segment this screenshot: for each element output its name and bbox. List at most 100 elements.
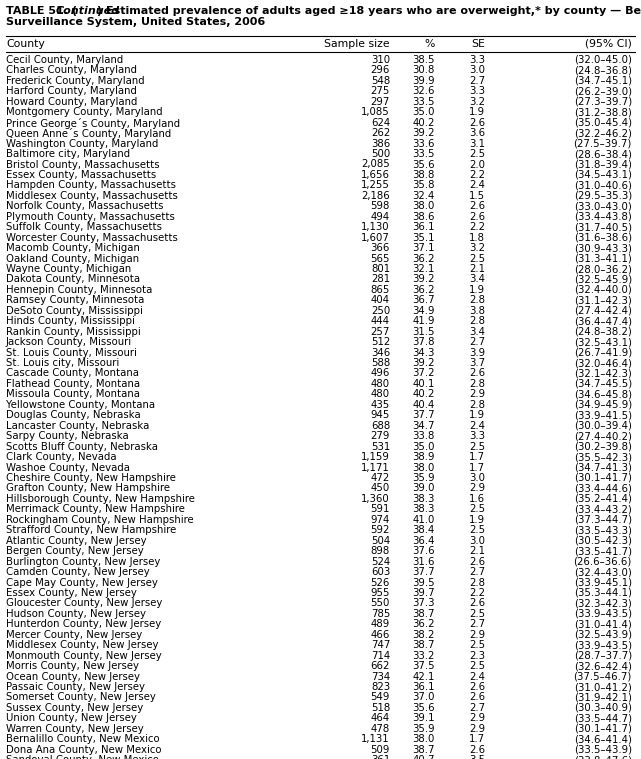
Text: (33.4–43.8): (33.4–43.8) xyxy=(574,212,632,222)
Text: (95% CI): (95% CI) xyxy=(585,39,632,49)
Text: 36.2: 36.2 xyxy=(413,285,435,295)
Text: 496: 496 xyxy=(370,369,390,379)
Text: (30.1–41.7): (30.1–41.7) xyxy=(574,473,632,483)
Text: Montgomery County, Maryland: Montgomery County, Maryland xyxy=(6,107,163,117)
Text: 38.7: 38.7 xyxy=(413,745,435,754)
Text: 37.8: 37.8 xyxy=(413,337,435,347)
Text: 2.7: 2.7 xyxy=(469,619,485,629)
Text: Atlantic County, New Jersey: Atlantic County, New Jersey xyxy=(6,536,147,546)
Text: 3.2: 3.2 xyxy=(469,243,485,253)
Text: Clark County, Nevada: Clark County, Nevada xyxy=(6,452,117,462)
Text: 1,171: 1,171 xyxy=(362,462,390,473)
Text: (34.5–43.1): (34.5–43.1) xyxy=(574,170,632,180)
Text: (32.0–45.0): (32.0–45.0) xyxy=(574,55,632,65)
Text: 36.2: 36.2 xyxy=(413,619,435,629)
Text: 2.9: 2.9 xyxy=(469,713,485,723)
Text: 2.1: 2.1 xyxy=(469,264,485,274)
Text: Hinds County, Mississippi: Hinds County, Mississippi xyxy=(6,317,135,326)
Text: 2.5: 2.5 xyxy=(469,442,485,452)
Text: 464: 464 xyxy=(370,713,390,723)
Text: Gloucester County, New Jersey: Gloucester County, New Jersey xyxy=(6,598,162,609)
Text: Union County, New Jersey: Union County, New Jersey xyxy=(6,713,137,723)
Text: (24.8–36.8): (24.8–36.8) xyxy=(574,65,632,75)
Text: 2.6: 2.6 xyxy=(469,598,485,609)
Text: (33.9–41.5): (33.9–41.5) xyxy=(574,411,632,420)
Text: TABLE 51. (: TABLE 51. ( xyxy=(6,6,77,16)
Text: 2.5: 2.5 xyxy=(469,525,485,535)
Text: 366: 366 xyxy=(370,243,390,253)
Text: 2.8: 2.8 xyxy=(469,400,485,410)
Text: 747: 747 xyxy=(370,640,390,650)
Text: 2.9: 2.9 xyxy=(469,483,485,493)
Text: (31.8–39.4): (31.8–39.4) xyxy=(574,159,632,169)
Text: 38.4: 38.4 xyxy=(413,525,435,535)
Text: 1.7: 1.7 xyxy=(469,452,485,462)
Text: 974: 974 xyxy=(370,515,390,524)
Text: Douglas County, Nebraska: Douglas County, Nebraska xyxy=(6,411,141,420)
Text: 1.6: 1.6 xyxy=(469,494,485,504)
Text: 2.3: 2.3 xyxy=(469,650,485,660)
Text: 2.5: 2.5 xyxy=(469,609,485,619)
Text: 250: 250 xyxy=(370,306,390,316)
Text: Cascade County, Montana: Cascade County, Montana xyxy=(6,369,139,379)
Text: (34.7–45.1): (34.7–45.1) xyxy=(574,76,632,86)
Text: 3.6: 3.6 xyxy=(469,128,485,138)
Text: Sample size: Sample size xyxy=(324,39,390,49)
Text: 3.9: 3.9 xyxy=(469,348,485,357)
Text: 41.9: 41.9 xyxy=(413,317,435,326)
Text: 1.7: 1.7 xyxy=(469,734,485,745)
Text: St. Louis city, Missouri: St. Louis city, Missouri xyxy=(6,358,119,368)
Text: 2.6: 2.6 xyxy=(469,745,485,754)
Text: (32.6–42.4): (32.6–42.4) xyxy=(574,661,632,671)
Text: 548: 548 xyxy=(370,76,390,86)
Text: (27.5–39.7): (27.5–39.7) xyxy=(574,139,632,149)
Text: 1.5: 1.5 xyxy=(469,191,485,201)
Text: Essex County, Massachusetts: Essex County, Massachusetts xyxy=(6,170,156,180)
Text: 2.9: 2.9 xyxy=(469,630,485,640)
Text: Ocean County, New Jersey: Ocean County, New Jersey xyxy=(6,672,140,682)
Text: (33.9–43.5): (33.9–43.5) xyxy=(574,609,632,619)
Text: 504: 504 xyxy=(370,536,390,546)
Text: 3.3: 3.3 xyxy=(469,55,485,65)
Text: 38.7: 38.7 xyxy=(413,640,435,650)
Text: Camden County, New Jersey: Camden County, New Jersey xyxy=(6,567,150,577)
Text: Merrimack County, New Hampshire: Merrimack County, New Hampshire xyxy=(6,504,185,515)
Text: 509: 509 xyxy=(370,745,390,754)
Text: Essex County, New Jersey: Essex County, New Jersey xyxy=(6,588,137,598)
Text: 2.8: 2.8 xyxy=(469,317,485,326)
Text: 2.6: 2.6 xyxy=(469,212,485,222)
Text: 39.2: 39.2 xyxy=(413,275,435,285)
Text: (35.0–45.4): (35.0–45.4) xyxy=(574,118,632,128)
Text: 2.6: 2.6 xyxy=(469,692,485,702)
Text: Wayne County, Michigan: Wayne County, Michigan xyxy=(6,264,131,274)
Text: Baltimore city, Maryland: Baltimore city, Maryland xyxy=(6,149,130,159)
Text: Sandoval County, New Mexico: Sandoval County, New Mexico xyxy=(6,755,159,759)
Text: 785: 785 xyxy=(370,609,390,619)
Text: 1,159: 1,159 xyxy=(361,452,390,462)
Text: 3.3: 3.3 xyxy=(469,87,485,96)
Text: Lancaster County, Nebraska: Lancaster County, Nebraska xyxy=(6,420,149,431)
Text: 281: 281 xyxy=(371,275,390,285)
Text: 39.2: 39.2 xyxy=(413,128,435,138)
Text: 42.1: 42.1 xyxy=(413,672,435,682)
Text: 512: 512 xyxy=(370,337,390,347)
Text: 279: 279 xyxy=(370,431,390,441)
Text: (30.2–39.8): (30.2–39.8) xyxy=(574,442,632,452)
Text: (37.3–44.7): (37.3–44.7) xyxy=(574,515,632,524)
Text: 688: 688 xyxy=(370,420,390,431)
Text: 40.2: 40.2 xyxy=(413,389,435,399)
Text: 39.0: 39.0 xyxy=(413,483,435,493)
Text: (24.8–38.2): (24.8–38.2) xyxy=(574,326,632,337)
Text: 1.9: 1.9 xyxy=(469,107,485,117)
Text: 3.2: 3.2 xyxy=(469,97,485,107)
Text: 40.4: 40.4 xyxy=(413,400,435,410)
Text: (31.9–42.1): (31.9–42.1) xyxy=(574,692,632,702)
Text: (27.4–42.4): (27.4–42.4) xyxy=(574,306,632,316)
Text: 3.8: 3.8 xyxy=(469,306,485,316)
Text: Grafton County, New Hampshire: Grafton County, New Hampshire xyxy=(6,483,170,493)
Text: 565: 565 xyxy=(370,254,390,263)
Text: 945: 945 xyxy=(370,411,390,420)
Text: 3.3: 3.3 xyxy=(469,431,485,441)
Text: 3.1: 3.1 xyxy=(469,139,485,149)
Text: 603: 603 xyxy=(370,567,390,577)
